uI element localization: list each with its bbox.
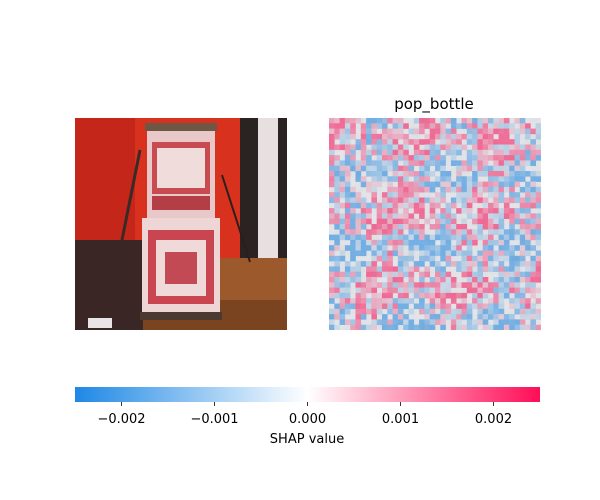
colorbar: [75, 387, 540, 402]
colorbar-tick-label: 0.002: [475, 412, 512, 427]
colorbar-tick-label: 0.001: [382, 412, 419, 427]
shap-panel-title: pop_bottle: [394, 95, 474, 114]
input-image-panel: [75, 118, 287, 330]
shap-map-panel: [329, 118, 541, 330]
colorbar-tick-label: −0.001: [190, 412, 238, 427]
colorbar-label: SHAP value: [270, 432, 344, 447]
colorbar-tick-label: −0.002: [97, 412, 145, 427]
colorbar-ticks: −0.002 −0.001 0.000 0.001 0.002: [97, 402, 512, 427]
colorbar-tick-label: 0.000: [289, 412, 326, 427]
